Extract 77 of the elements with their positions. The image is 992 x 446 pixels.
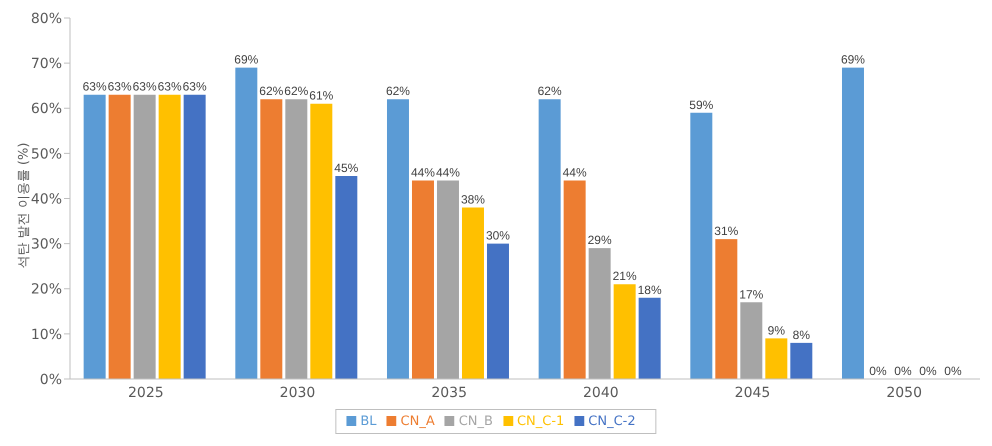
- y-tick-label: 30%: [30, 236, 62, 253]
- bar: [310, 104, 332, 379]
- data-label: 63%: [182, 80, 207, 94]
- y-tick-label: 50%: [30, 146, 62, 162]
- data-label: 63%: [132, 80, 157, 94]
- x-tick-label: 2025: [128, 384, 164, 401]
- legend-label: BL: [360, 414, 377, 429]
- data-label: 69%: [840, 52, 866, 67]
- bar: [108, 94, 131, 379]
- bar: [335, 176, 358, 379]
- y-tick-label: 20%: [30, 282, 62, 298]
- y-tick-label: 40%: [30, 191, 62, 208]
- data-label: 17%: [739, 287, 764, 302]
- x-tick-label: 2050: [886, 384, 922, 401]
- data-label: 31%: [714, 224, 739, 238]
- bar: [285, 99, 308, 379]
- data-label: 18%: [638, 282, 662, 297]
- bar: [538, 99, 561, 379]
- data-label: 44%: [436, 165, 460, 180]
- data-label: 0%: [869, 364, 887, 378]
- data-label: 69%: [234, 52, 259, 67]
- data-label: 62%: [259, 84, 284, 98]
- data-label: 63%: [82, 80, 107, 94]
- legend-label: CN_B: [458, 414, 493, 429]
- data-label: 0%: [894, 364, 912, 378]
- y-tick-label: 80%: [30, 10, 62, 27]
- bar: [412, 180, 434, 379]
- bar: [235, 68, 258, 379]
- data-label: 62%: [284, 84, 309, 98]
- legend-label: CN_C-1: [516, 414, 564, 429]
- bar: [564, 180, 586, 379]
- y-tick-label: 70%: [30, 56, 62, 72]
- data-label: 63%: [158, 80, 182, 94]
- data-label: 0%: [944, 364, 962, 378]
- bar: [690, 112, 712, 379]
- bar: [184, 94, 206, 379]
- x-tick-label: 2040: [583, 384, 619, 401]
- data-label: 9%: [768, 323, 786, 338]
- data-label: 63%: [108, 80, 132, 94]
- data-label: 38%: [460, 192, 486, 207]
- legend-label: CN_A: [400, 414, 435, 429]
- bar: [842, 68, 864, 379]
- y-tick-label: 60%: [30, 101, 62, 118]
- bar: [790, 342, 812, 379]
- legend-label: CN_C-2: [588, 414, 636, 429]
- data-label: 62%: [538, 84, 562, 98]
- bar: [158, 94, 181, 379]
- data-label: 21%: [612, 269, 637, 284]
- data-label: 8%: [792, 328, 810, 342]
- data-label: 61%: [309, 88, 334, 103]
- bar: [436, 180, 459, 379]
- bar: [486, 244, 509, 379]
- data-label: 62%: [386, 84, 410, 98]
- bar: [638, 298, 661, 379]
- data-label: 45%: [334, 160, 359, 175]
- bar: [588, 248, 611, 379]
- data-label: 29%: [588, 233, 612, 248]
- x-tick-label: 2045: [734, 384, 770, 401]
- y-axis-title: 석탄 발전 이용률 (%): [16, 142, 32, 268]
- data-label: 44%: [562, 165, 587, 180]
- y-tick-label: 0%: [40, 372, 62, 388]
- bar: [715, 239, 738, 379]
- bar: [740, 302, 762, 379]
- bar: [765, 338, 788, 379]
- bar: [386, 99, 409, 379]
- y-tick-label: 10%: [30, 326, 62, 343]
- bar: [260, 99, 282, 379]
- x-tick-label: 2035: [431, 384, 467, 401]
- bar: [462, 208, 484, 379]
- data-label: 0%: [919, 364, 937, 378]
- x-tick-label: 2030: [280, 384, 316, 401]
- bar: [134, 94, 156, 379]
- bar: [84, 94, 106, 379]
- data-label: 30%: [486, 228, 510, 243]
- data-label: 59%: [689, 98, 714, 112]
- bar: [614, 284, 636, 379]
- data-label: 44%: [410, 165, 436, 180]
